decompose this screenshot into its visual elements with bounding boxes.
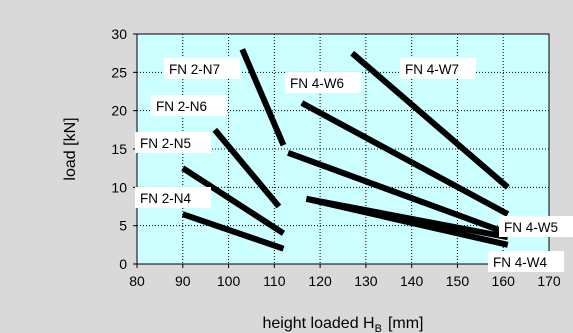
series-line bbox=[181, 165, 286, 236]
series-label-fn-4-w6: FN 4-W6 bbox=[285, 72, 361, 93]
series-label-fn-2-n4: FN 2-N4 bbox=[135, 187, 211, 208]
series-label-fn-4-w5: FN 4-W5 bbox=[499, 216, 573, 237]
series-lines bbox=[181, 48, 510, 252]
series-line bbox=[287, 150, 509, 237]
x-tick-label: 90 bbox=[175, 273, 191, 289]
series-label-fn-4-w7: FN 4-W7 bbox=[400, 58, 476, 79]
series-label-text: FN 2-N7 bbox=[169, 62, 220, 77]
tick-labels: 80 90 100 110 120 130 140 150 160 170 0 5 10 15 20 25 30 bbox=[111, 26, 560, 289]
x-tick-label: 160 bbox=[492, 273, 516, 289]
series-label-box bbox=[400, 58, 476, 79]
series-label-box bbox=[285, 72, 361, 93]
series-line bbox=[212, 127, 282, 209]
series-label-text: FN 4-W6 bbox=[290, 76, 344, 91]
series-label-box bbox=[135, 132, 211, 153]
y-tick-label: 30 bbox=[111, 26, 127, 42]
x-tick-label: 80 bbox=[129, 273, 145, 289]
y-tick-label: 15 bbox=[111, 141, 127, 157]
x-tick-label: 130 bbox=[354, 273, 378, 289]
series-label-text: FN 4-W7 bbox=[405, 62, 459, 77]
x-axis-label: height loaded HB [mm] bbox=[263, 315, 424, 333]
y-axis-label: load [kN] bbox=[62, 117, 79, 180]
series-label-text: FN 2-N6 bbox=[156, 99, 207, 114]
y-tick-label: 5 bbox=[119, 218, 127, 234]
y-tick-label: 25 bbox=[111, 64, 127, 80]
x-tick-label: 110 bbox=[263, 273, 286, 289]
x-tick-label: 150 bbox=[446, 273, 470, 289]
series-line bbox=[350, 50, 510, 190]
series-label-fn-4-w4: FN 4-W4 bbox=[488, 251, 564, 272]
y-tick-label: 0 bbox=[119, 256, 127, 272]
series-labels: FN 2-N7 FN 2-N6 FN 2-N5 FN 2-N4 FN 4-W6 FN 4-… bbox=[135, 58, 573, 272]
y-tick-label: 10 bbox=[111, 179, 127, 195]
series-label-box bbox=[164, 58, 240, 79]
series-label-text: FN 4-W4 bbox=[493, 255, 547, 270]
series-line bbox=[181, 211, 285, 252]
x-tick-label: 170 bbox=[537, 273, 561, 289]
x-axis-label-unit: [mm] bbox=[388, 315, 424, 332]
series-label-fn-2-n7: FN 2-N7 bbox=[164, 58, 240, 79]
series-label-box bbox=[488, 251, 564, 272]
y-tick-label: 20 bbox=[111, 103, 127, 119]
series-line bbox=[305, 195, 509, 248]
x-tick-label: 140 bbox=[400, 273, 424, 289]
x-tick-label: 100 bbox=[217, 273, 241, 289]
series-label-text: FN 4-W5 bbox=[504, 220, 558, 235]
series-label-fn-2-n5: FN 2-N5 bbox=[135, 132, 211, 153]
series-label-box bbox=[499, 216, 573, 237]
x-tick-label: 120 bbox=[308, 273, 332, 289]
x-axis-label-main: height loaded H bbox=[263, 315, 375, 332]
x-axis-label-sub: B bbox=[375, 323, 382, 333]
series-label-box bbox=[135, 187, 211, 208]
series-label-fn-2-n6: FN 2-N6 bbox=[151, 95, 227, 116]
series-label-text: FN 2-N5 bbox=[140, 136, 191, 151]
series-label-box bbox=[151, 95, 227, 116]
series-line bbox=[300, 100, 510, 217]
series-label-text: FN 2-N4 bbox=[140, 191, 191, 206]
series-line bbox=[239, 48, 287, 147]
